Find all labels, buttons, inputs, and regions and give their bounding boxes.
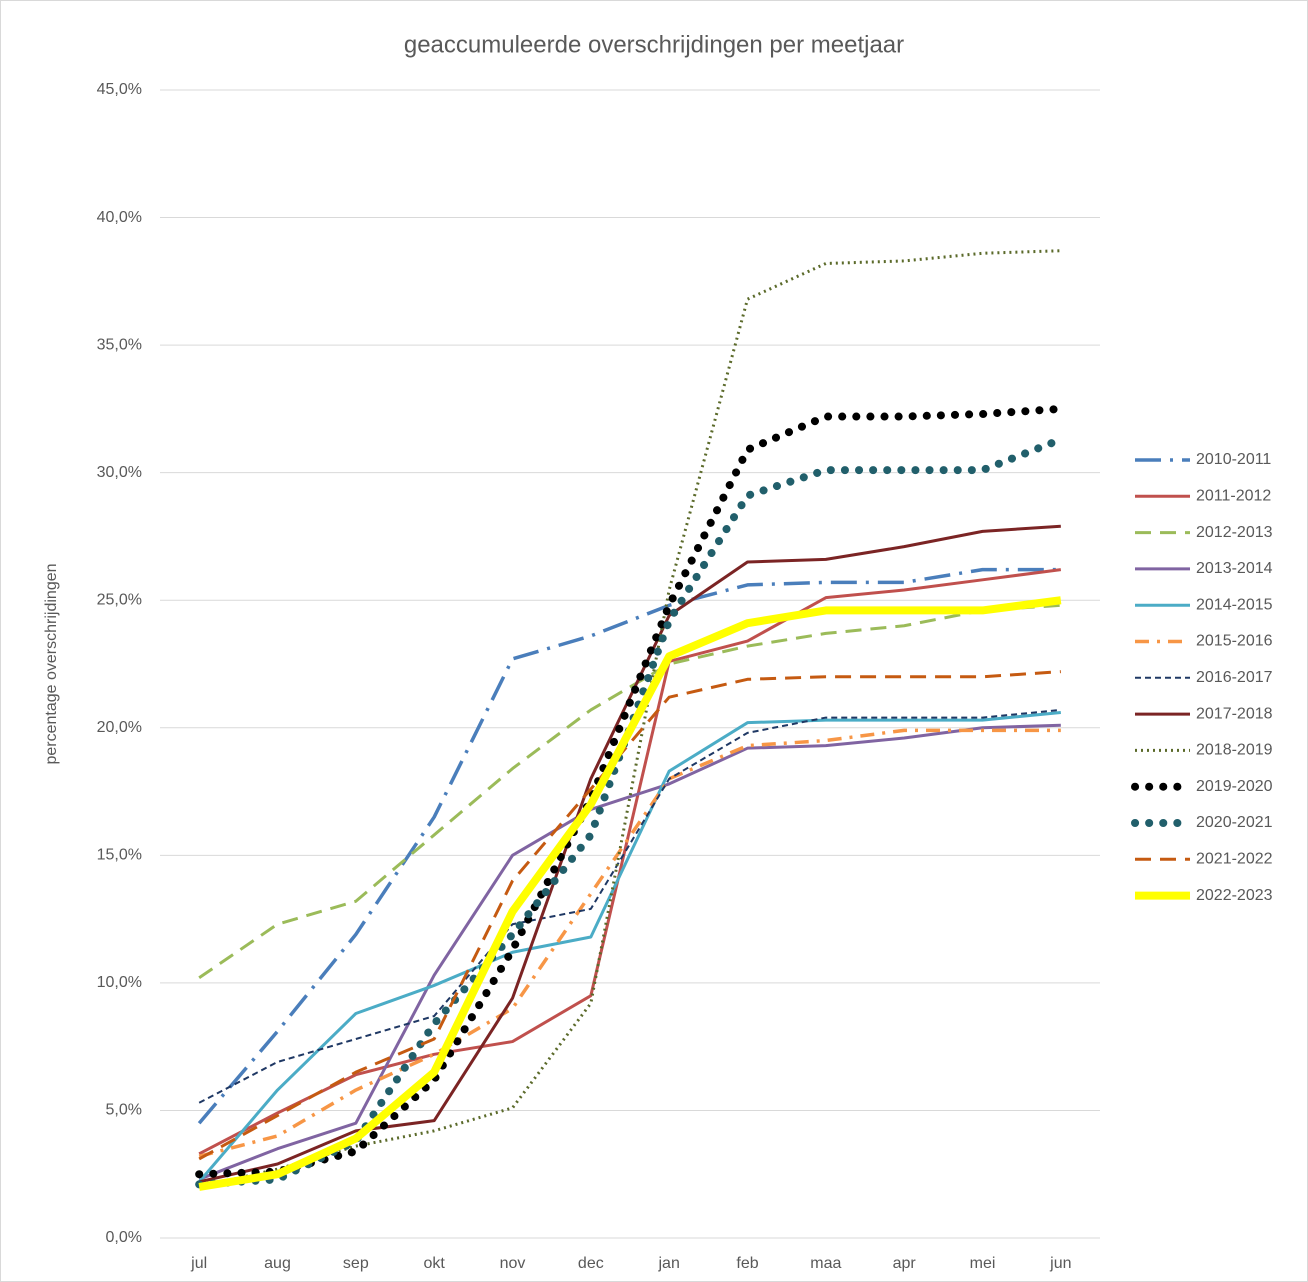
x-tick-label: jan [657,1255,679,1272]
legend-label: 2022-2023 [1196,887,1273,904]
y-tick-label: 45,0% [97,81,142,98]
series-line [198,710,1061,1183]
legend-label: 2017-2018 [1196,705,1273,722]
y-tick-label: 15,0% [97,847,142,864]
x-tick-label: aug [264,1255,291,1272]
legend-label: 2016-2017 [1196,669,1273,686]
series-line [198,728,1061,1159]
y-tick-label: 40,0% [97,209,142,226]
y-tick-label: 10,0% [97,974,142,991]
y-tick-label: 20,0% [97,719,142,736]
legend-label: 2019-2020 [1196,778,1273,795]
y-tick-label: 5,0% [106,1102,142,1119]
x-tick-label: nov [500,1255,526,1272]
series-line [198,723,1061,1181]
series-line [195,404,1065,1179]
legend-label: 2018-2019 [1196,742,1273,759]
x-tick-label: feb [736,1255,758,1272]
series-line [198,524,1061,1184]
series-line [198,670,1061,1161]
x-tick-label: jun [1049,1255,1071,1272]
x-tick-label: mei [970,1255,996,1272]
series-line [198,596,1062,1191]
legend-label: 2020-2021 [1196,814,1273,831]
y-tick-label: 30,0% [97,464,142,481]
series-line [198,603,1061,980]
legend-label: 2012-2013 [1196,524,1273,541]
y-tick-label: 0,0% [106,1229,142,1246]
legend-label: 2021-2022 [1196,851,1273,868]
chart-title: geaccumuleerde overschrijdingen per meet… [404,31,904,58]
legend-label: 2013-2014 [1196,560,1273,577]
y-tick-label: 25,0% [97,591,142,608]
x-tick-label: apr [893,1255,917,1272]
x-tick-label: okt [423,1255,445,1272]
legend-label: 2014-2015 [1196,596,1273,613]
y-axis-title: percentage overschrijdingen [43,563,60,764]
y-tick-label: 35,0% [97,336,142,353]
x-tick-label: dec [578,1255,604,1272]
x-tick-label: maa [810,1255,841,1272]
x-tick-label: sep [343,1255,369,1272]
series-line [198,708,1061,1104]
legend-label: 2011-2012 [1196,488,1271,505]
legend-label: 2015-2016 [1196,633,1273,650]
legend-label: 2010-2011 [1196,451,1271,468]
series-line [197,567,1061,1125]
x-tick-label: jul [190,1255,207,1272]
